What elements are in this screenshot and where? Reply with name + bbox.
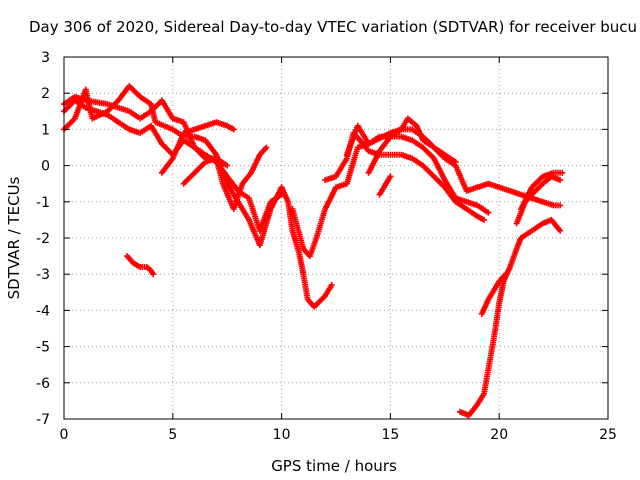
y-tick-label: -2 [36, 231, 50, 247]
x-axis-title: GPS time / hours [271, 457, 397, 475]
y-tick-label: 0 [41, 159, 50, 175]
y-tick-label: -4 [36, 303, 50, 319]
plus-markers [365, 126, 459, 176]
series-track-k [365, 126, 459, 176]
axis-ticks [63, 56, 609, 420]
x-tick-label: 0 [60, 427, 69, 443]
plus-markers [124, 253, 157, 278]
x-tick-label: 5 [168, 427, 177, 443]
series-track-l [376, 173, 394, 198]
series-track-d [158, 119, 237, 176]
y-tick-label: -3 [36, 267, 50, 283]
grid-lines [64, 57, 608, 419]
y-tick-label: 2 [41, 86, 50, 102]
plus-markers [478, 271, 509, 317]
data-marks [61, 83, 566, 419]
x-tick-label: 10 [273, 427, 291, 443]
y-axis-title: SDTVAR / TECUs [5, 176, 23, 299]
tick-labels: 0 5 10 15 20 25 -7 -6 -5 -4 -3 -2 -1 0 1 2 3 [36, 50, 617, 443]
series-track-g [278, 184, 335, 310]
plus-markers [180, 155, 231, 187]
y-tick-label: -5 [36, 340, 50, 356]
plus-markers [278, 184, 335, 310]
y-tick-label: 3 [41, 50, 50, 66]
series-track-p [518, 169, 566, 212]
series-track-f [124, 253, 157, 278]
y-tick-label: -7 [36, 412, 50, 428]
chart-title: Day 306 of 2020, Sidereal Day-to-day VTE… [29, 18, 637, 36]
plus-markers [376, 173, 394, 198]
series-track-n [478, 271, 509, 317]
plus-markers [518, 169, 566, 212]
y-tick-label: -1 [36, 195, 50, 211]
x-tick-label: 25 [599, 427, 617, 443]
plus-markers [457, 216, 564, 419]
y-tick-label: -6 [36, 376, 50, 392]
x-tick-label: 20 [490, 427, 508, 443]
x-tick-label: 15 [381, 427, 399, 443]
y-tick-label: 1 [41, 122, 50, 138]
series-track-e [180, 155, 231, 187]
plus-markers [158, 119, 237, 176]
series-track-m [457, 216, 564, 419]
